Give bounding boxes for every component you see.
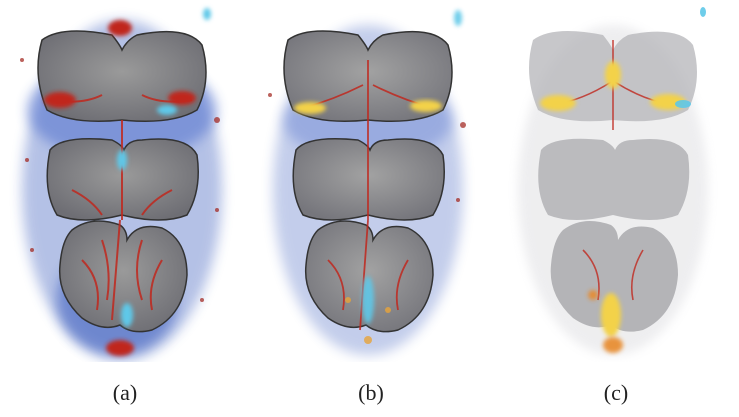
panel-b-label: (b) [358, 380, 384, 405]
panel-a-label: (a) [112, 380, 138, 405]
panel-b-render [268, 10, 466, 355]
panel-c-label: (c) [603, 380, 629, 405]
panel-c-image [493, 0, 739, 362]
panel-b-image [248, 0, 494, 362]
panel-a-image [2, 0, 248, 362]
panel-c-render [518, 7, 708, 355]
panel-a-render [20, 8, 222, 360]
